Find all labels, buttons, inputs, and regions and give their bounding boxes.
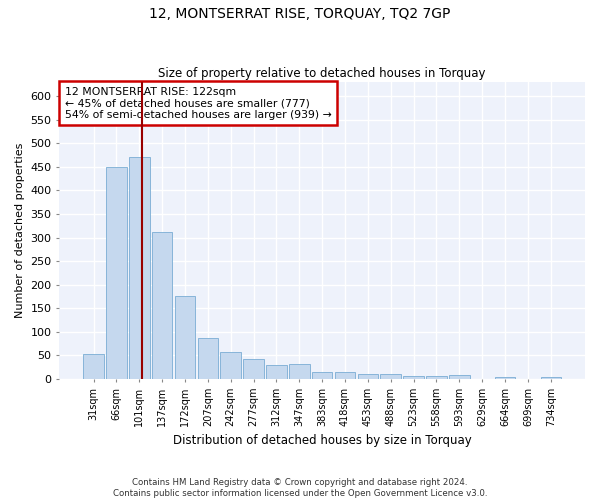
Bar — [129, 157, 149, 379]
Text: Contains HM Land Registry data © Crown copyright and database right 2024.
Contai: Contains HM Land Registry data © Crown c… — [113, 478, 487, 498]
Y-axis label: Number of detached properties: Number of detached properties — [15, 143, 25, 318]
Bar — [197, 338, 218, 379]
Bar — [243, 359, 264, 379]
Bar — [449, 375, 470, 379]
Text: 12, MONTSERRAT RISE, TORQUAY, TQ2 7GP: 12, MONTSERRAT RISE, TORQUAY, TQ2 7GP — [149, 8, 451, 22]
Bar — [220, 352, 241, 379]
Bar — [495, 377, 515, 379]
Bar — [83, 354, 104, 379]
Bar — [175, 296, 195, 379]
Bar — [312, 372, 332, 379]
Bar — [152, 232, 172, 379]
Title: Size of property relative to detached houses in Torquay: Size of property relative to detached ho… — [158, 66, 486, 80]
Bar — [106, 167, 127, 379]
Bar — [426, 376, 447, 379]
Bar — [380, 374, 401, 379]
X-axis label: Distribution of detached houses by size in Torquay: Distribution of detached houses by size … — [173, 434, 472, 448]
Bar — [403, 376, 424, 379]
Text: 12 MONTSERRAT RISE: 122sqm
← 45% of detached houses are smaller (777)
54% of sem: 12 MONTSERRAT RISE: 122sqm ← 45% of deta… — [65, 86, 331, 120]
Bar — [358, 374, 378, 379]
Bar — [541, 377, 561, 379]
Bar — [335, 372, 355, 379]
Bar — [289, 364, 310, 379]
Bar — [266, 365, 287, 379]
